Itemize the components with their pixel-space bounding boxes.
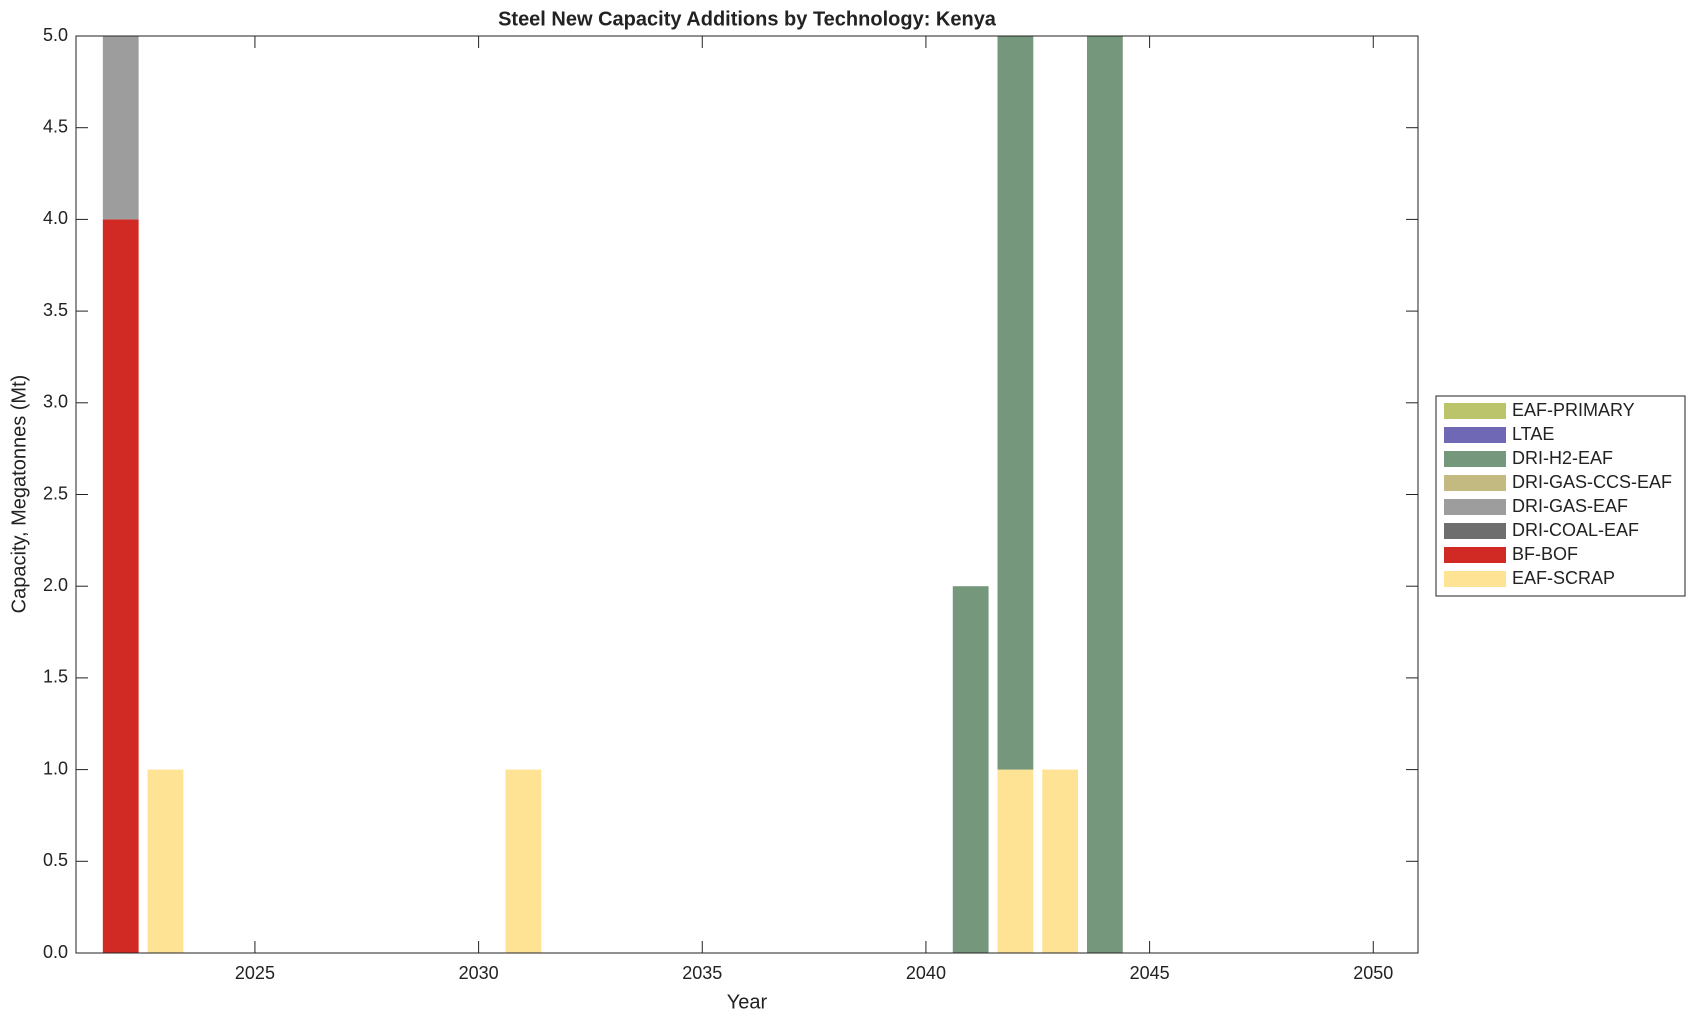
y-tick-label: 4.0 (43, 208, 68, 228)
legend-swatch (1444, 451, 1506, 467)
y-tick-label: 2.5 (43, 483, 68, 503)
y-tick-label: 2.0 (43, 575, 68, 595)
legend-label: EAF-PRIMARY (1512, 400, 1635, 420)
plot-area (102, 36, 1123, 953)
legend-label: LTAE (1512, 424, 1554, 444)
bar-segment (1042, 769, 1079, 953)
bar-segment (952, 586, 989, 953)
x-tick-label: 2035 (682, 963, 722, 983)
plot-frame (75, 35, 1419, 954)
y-tick-label: 4.5 (43, 116, 68, 136)
x-tick-label: 2050 (1353, 963, 1393, 983)
legend-label: EAF-SCRAP (1512, 568, 1615, 588)
bar-segment (147, 769, 184, 953)
bar-segment (997, 36, 1034, 770)
y-tick-label: 3.5 (43, 300, 68, 320)
bar-segment (997, 769, 1034, 953)
legend-label: DRI-GAS-CCS-EAF (1512, 472, 1672, 492)
legend-swatch (1444, 403, 1506, 419)
legend-swatch (1444, 547, 1506, 563)
y-tick-label: 0.5 (43, 850, 68, 870)
legend-label: DRI-COAL-EAF (1512, 520, 1639, 540)
x-tick-label: 2030 (459, 963, 499, 983)
legend-label: BF-BOF (1512, 544, 1578, 564)
y-tick-label: 5.0 (43, 25, 68, 45)
y-tick-label: 1.0 (43, 758, 68, 778)
y-axis-label: Capacity, Megatonnes (Mt) (8, 375, 30, 614)
legend-label: DRI-H2-EAF (1512, 448, 1613, 468)
bar-segment (102, 36, 139, 220)
y-tick-label: 3.0 (43, 392, 68, 412)
chart-title: Steel New Capacity Additions by Technolo… (498, 8, 997, 30)
y-tick-label: 0.0 (43, 942, 68, 962)
y-tick-label: 1.5 (43, 667, 68, 687)
legend-label: DRI-GAS-EAF (1512, 496, 1628, 516)
x-tick-label: 2045 (1130, 963, 1170, 983)
x-tick-label: 2040 (906, 963, 946, 983)
legend-swatch (1444, 427, 1506, 443)
x-axis-label: Year (727, 991, 768, 1013)
bar-segment (102, 219, 139, 953)
legend-swatch (1444, 571, 1506, 587)
bar-segment (1086, 36, 1123, 953)
bar-segment (505, 769, 542, 953)
legend-swatch (1444, 523, 1506, 539)
legend-swatch (1444, 475, 1506, 491)
x-tick-label: 2025 (235, 963, 275, 983)
legend-swatch (1444, 499, 1506, 515)
